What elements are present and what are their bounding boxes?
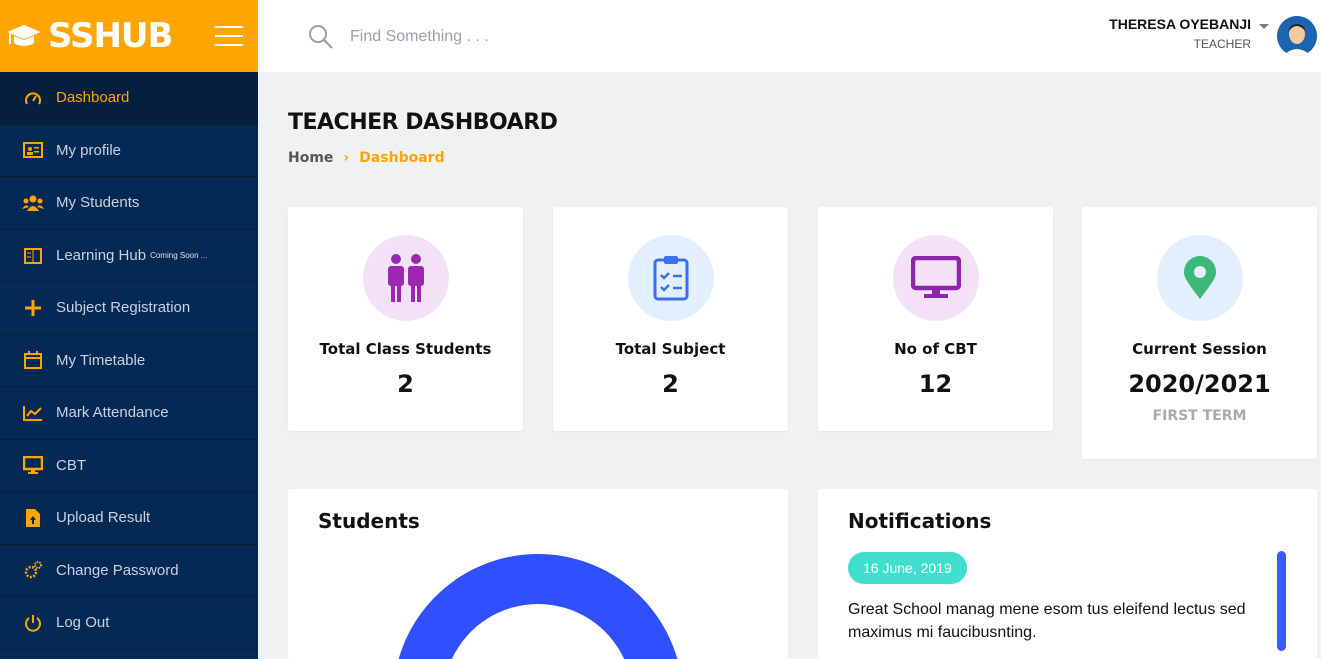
sidebar-item-label: My Timetable (56, 351, 146, 369)
notifications-title: Notifications (848, 509, 992, 533)
clipboard-check-icon (627, 235, 714, 321)
students-icon (362, 235, 449, 321)
coming-soon-badge: Coming Soon ... (150, 250, 208, 260)
sidebar-item-learning-hub[interactable]: Learning Hub Coming Soon ... (0, 230, 258, 282)
sidebar-item-my-profile[interactable]: My profile (0, 125, 258, 177)
stat-label: No of CBT (894, 340, 977, 358)
map-pin-icon (1156, 235, 1243, 321)
stat-card-total-subject[interactable]: Total Subject 2 (553, 207, 788, 431)
scrollbar[interactable] (1277, 551, 1286, 651)
menu-toggle-icon[interactable] (215, 26, 243, 46)
stat-label: Total Subject (615, 340, 726, 358)
sidebar-item-label: Learning Hub (56, 246, 147, 264)
chart-line-icon (22, 404, 44, 422)
book-icon (22, 246, 44, 265)
search-bar[interactable]: Find Something . . . (308, 24, 489, 50)
sidebar-item-label: Mark Attendance (56, 404, 169, 422)
search-input[interactable]: Find Something . . . (350, 28, 489, 45)
sidebar-item-label: Dashboard (56, 89, 130, 107)
topbar: Find Something . . . THERESA OYEBANJI TE… (258, 0, 1321, 72)
breadcrumb-home[interactable]: Home (288, 150, 334, 166)
stat-card-no-of-cbt[interactable]: No of CBT 12 (818, 207, 1053, 431)
user-menu[interactable]: THERESA OYEBANJI TEACHER (1109, 16, 1251, 51)
speedometer-icon (22, 89, 44, 107)
sidebar-item-label: Change Password (56, 561, 179, 579)
user-name: THERESA OYEBANJI (1109, 16, 1251, 32)
students-panel: Students (288, 489, 788, 659)
stat-value: 2 (397, 370, 414, 398)
sidebar-item-label: Log Out (56, 614, 110, 632)
sidebar-item-mark-attendance[interactable]: Mark Attendance (0, 387, 258, 440)
sidebar-item-upload-result[interactable]: Upload Result (0, 492, 258, 545)
page-title: TEACHER DASHBOARD (288, 110, 558, 135)
students-donut-chart (398, 554, 678, 659)
sidebar-item-label: CBT (56, 456, 86, 474)
breadcrumb-current: Dashboard (359, 150, 445, 166)
monitor-icon (22, 456, 44, 475)
plus-icon (22, 299, 44, 317)
id-card-icon (22, 141, 44, 159)
user-role: TEACHER (1193, 37, 1251, 51)
sidebar-item-my-students[interactable]: My Students (0, 177, 258, 230)
stat-value: 2 (662, 370, 679, 398)
avatar[interactable] (1277, 16, 1317, 56)
graduation-cap-icon (7, 25, 41, 46)
sidebar-item-subject-registration[interactable]: Subject Registration (0, 282, 258, 335)
gears-icon (22, 561, 44, 579)
donut-ring (398, 554, 678, 659)
stat-value: 2020/2021 (1128, 370, 1271, 398)
stat-subtext: FIRST TERM (1152, 408, 1247, 424)
sidebar-item-change-password[interactable]: Change Password (0, 545, 258, 597)
sidebar-item-label: My Students (56, 194, 140, 212)
sidebar-item-label: My profile (56, 141, 122, 159)
stat-label: Total Class Students (319, 340, 492, 358)
students-title: Students (318, 509, 420, 533)
sidebar-item-label: Subject Registration (56, 299, 191, 317)
search-icon (309, 25, 333, 49)
stat-value: 12 (918, 370, 953, 398)
chevron-right-icon: › (343, 150, 350, 166)
monitor-icon (892, 235, 979, 321)
notification-text[interactable]: Great School manag mene esom tus eleifen… (848, 601, 1246, 641)
power-icon (22, 614, 44, 632)
brand-name: SSHUB (48, 16, 173, 56)
sidebar: SSHUB Dashboard My profile My Students Lear… (0, 0, 258, 659)
brand-header: SSHUB (0, 0, 258, 72)
sidebar-item-label: Upload Result (56, 509, 151, 527)
stat-card-total-class-students[interactable]: Total Class Students 2 (288, 207, 523, 431)
sidebar-item-dashboard[interactable]: Dashboard (0, 72, 258, 125)
calendar-icon (22, 351, 44, 370)
notifications-panel: Notifications 16 June, 2019 Great School… (818, 489, 1317, 659)
stat-label: Current Session (1132, 340, 1267, 358)
stat-card-current-session[interactable]: Current Session 2020/2021 FIRST TERM (1082, 207, 1317, 459)
file-upload-icon (22, 508, 44, 527)
sidebar-item-cbt[interactable]: CBT (0, 440, 258, 492)
logo[interactable]: SSHUB (6, 16, 173, 56)
sidebar-item-my-timetable[interactable]: My Timetable (0, 335, 258, 387)
chevron-down-icon[interactable] (1259, 24, 1269, 34)
breadcrumb: Home › Dashboard (288, 150, 445, 166)
notification-date-badge: 16 June, 2019 (848, 552, 967, 584)
users-icon (22, 194, 44, 212)
sidebar-item-log-out[interactable]: Log Out (0, 597, 258, 650)
